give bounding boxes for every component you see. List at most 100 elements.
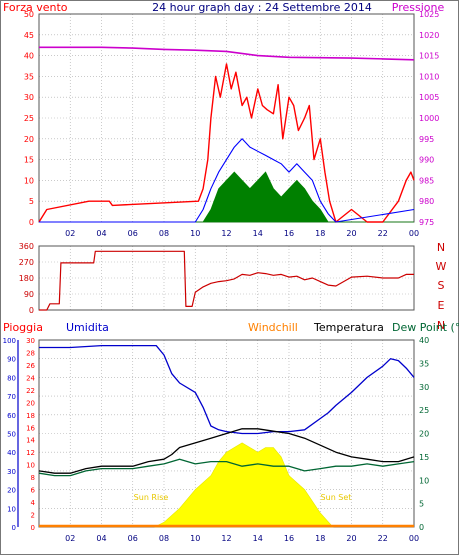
bot-humidity-tick-50: 50	[7, 431, 16, 439]
bot-rain-tick-0: 0	[31, 524, 35, 532]
bot-x-tick-00: 00	[409, 534, 419, 543]
mid-plot-frame	[38, 245, 415, 311]
top-x-tick-18: 18	[315, 229, 325, 238]
bot-humidity-tick-40: 40	[7, 449, 16, 457]
bot-temp-tick-20: 20	[419, 430, 429, 439]
bot-rain-tick-12: 12	[26, 449, 35, 457]
top-y-left-tick-35: 35	[24, 72, 34, 81]
rain-title: Pioggia	[3, 321, 43, 334]
top-y-left-tick-20: 20	[24, 135, 34, 144]
top-y-right-tick-1010: 1010	[419, 72, 439, 81]
bot-rain-tick-14: 14	[26, 437, 35, 445]
windchill-title: Windchill	[248, 321, 298, 334]
top-y-left-tick-50: 50	[24, 10, 34, 19]
top-x-tick-14: 14	[253, 229, 263, 238]
bot-x-tick-22: 22	[378, 534, 388, 543]
mid-y-tick-270: 270	[19, 258, 34, 267]
top-x-tick-20: 20	[346, 229, 356, 238]
bot-rain-tick-18: 18	[26, 412, 35, 420]
top-y-right-tick-1005: 1005	[419, 93, 439, 102]
wind-pressure-panel: 0510152025303540455097598098599099510001…	[24, 10, 440, 238]
bot-x-tick-04: 04	[96, 534, 106, 543]
bot-temp-tick-25: 25	[419, 406, 429, 415]
top-x-tick-08: 08	[159, 229, 169, 238]
series-wind-direction-line	[39, 250, 414, 311]
bot-temp-tick-35: 35	[419, 359, 429, 368]
bot-humidity-tick-80: 80	[7, 374, 16, 382]
bot-humidity-tick-60: 60	[7, 412, 16, 420]
bot-rain-tick-28: 28	[26, 349, 35, 357]
bot-humidity-tick-20: 20	[7, 487, 16, 495]
dir-label-n2: N	[437, 319, 445, 332]
sunset-label: Sun Set	[321, 493, 352, 502]
top-y-left-tick-25: 25	[24, 114, 34, 123]
top-y-right-tick-1020: 1020	[419, 31, 439, 40]
dir-label-n: N	[437, 241, 445, 254]
dewpoint-title: Dew Point (°C	[392, 321, 459, 334]
graph-day-title: 24 hour graph day : 24 Settembre 2014	[152, 1, 372, 14]
series-avg-wind-area	[39, 171, 414, 223]
top-y-left-tick-40: 40	[24, 52, 34, 61]
bot-humidity-tick-70: 70	[7, 393, 16, 401]
bot-humidity-tick-30: 30	[7, 468, 16, 476]
bot-humidity-tick-90: 90	[7, 356, 16, 364]
top-x-tick-16: 16	[284, 229, 294, 238]
top-y-left-tick-45: 45	[24, 31, 34, 40]
mid-y-tick-90: 90	[24, 290, 34, 299]
bot-temp-tick-10: 10	[419, 476, 429, 485]
dir-label-s: S	[438, 279, 445, 292]
top-x-tick-04: 04	[96, 229, 106, 238]
top-x-tick-06: 06	[128, 229, 138, 238]
bot-rain-tick-10: 10	[26, 462, 35, 470]
bot-temp-tick-40: 40	[419, 336, 429, 345]
top-y-right-tick-990: 990	[419, 156, 434, 165]
bot-humidity-tick-10: 10	[7, 505, 16, 513]
top-y-right-tick-980: 980	[419, 197, 434, 206]
bot-humidity-tick-0: 0	[12, 524, 16, 532]
wind-title: Forza vento	[3, 1, 68, 14]
bot-x-tick-02: 02	[65, 534, 75, 543]
wind-direction-panel: 0 90 180 270 360	[19, 242, 415, 315]
bot-x-tick-10: 10	[190, 534, 200, 543]
top-y-right-tick-1000: 1000	[419, 114, 439, 123]
bot-rain-tick-26: 26	[26, 362, 35, 370]
bot-rain-tick-16: 16	[26, 424, 35, 432]
bot-x-tick-14: 14	[253, 534, 263, 543]
top-x-tick-12: 12	[221, 229, 231, 238]
series-pressure-line	[39, 46, 415, 61]
bot-x-tick-12: 12	[221, 534, 231, 543]
bot-rain-tick-2: 2	[31, 512, 35, 520]
mid-y-tick-0: 0	[29, 306, 34, 315]
bot-rain-tick-6: 6	[31, 487, 36, 495]
top-y-right-tick-1025: 1025	[419, 10, 439, 19]
dir-label-w: W	[436, 260, 447, 273]
top-x-tick-00: 00	[409, 229, 419, 238]
top-y-right-tick-995: 995	[419, 135, 434, 144]
series-humidity-line	[39, 344, 415, 435]
bot-rain-tick-20: 20	[26, 399, 35, 407]
bot-rain-tick-30: 30	[26, 337, 35, 345]
bot-rain-tick-8: 8	[31, 474, 35, 482]
bot-temp-tick-30: 30	[419, 383, 429, 392]
bot-temp-tick-0: 0	[419, 523, 424, 532]
top-x-tick-22: 22	[378, 229, 388, 238]
top-y-left-tick-10: 10	[24, 176, 34, 185]
mid-y-tick-180: 180	[19, 274, 34, 283]
temperature-title: Temperatura	[313, 321, 384, 334]
mid-y-tick-360: 360	[19, 242, 34, 251]
series-temperature-line	[38, 428, 415, 474]
bot-humidity-tick-100: 100	[3, 337, 16, 345]
series-dewpoint-line	[38, 458, 415, 477]
series-wind-gust-line	[39, 138, 415, 223]
bot-rain-tick-22: 22	[26, 387, 35, 395]
series-wind-speed-line	[38, 63, 415, 223]
series-solar-area	[154, 442, 334, 528]
bot-temp-tick-15: 15	[419, 453, 429, 462]
humidity-temperature-panel: 0102030405060708090100024681012141618202…	[3, 336, 430, 543]
top-y-left-tick-15: 15	[24, 156, 34, 165]
bot-rain-tick-24: 24	[26, 374, 35, 382]
bot-x-tick-16: 16	[284, 534, 294, 543]
bot-rain-tick-4: 4	[31, 499, 36, 507]
pressure-title: Pressione	[392, 1, 445, 14]
